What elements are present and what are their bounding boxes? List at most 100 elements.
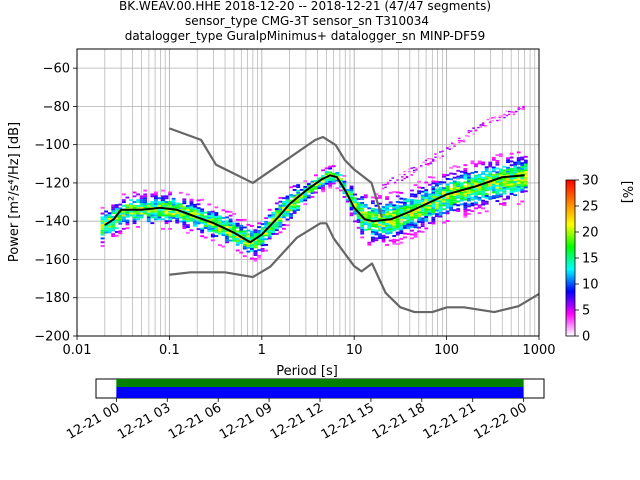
- density-cell: [157, 210, 162, 213]
- density-cell: [388, 205, 393, 208]
- density-cell: [335, 179, 340, 182]
- density-cell: [306, 196, 311, 199]
- density-cell: [488, 173, 493, 176]
- density-cell: [100, 231, 105, 234]
- density-cell: [420, 190, 425, 193]
- density-cell: [264, 222, 269, 225]
- density-cell: [477, 160, 482, 163]
- density-cell: [474, 178, 478, 181]
- density-cell: [424, 196, 429, 199]
- density-cell: [249, 236, 254, 239]
- density-cell: [310, 190, 315, 193]
- density-cell: [210, 212, 215, 215]
- density-cell: [370, 236, 375, 239]
- density-cell: [370, 230, 375, 233]
- density-cell: [467, 131, 471, 134]
- density-cell: [225, 224, 229, 227]
- density-cell: [360, 209, 365, 212]
- density-cell: [466, 190, 471, 192]
- density-cell: [431, 207, 436, 210]
- density-cell: [210, 224, 215, 226]
- density-cell: [111, 221, 116, 224]
- density-cell: [402, 207, 407, 210]
- density-cell: [392, 225, 397, 228]
- density-cell: [434, 194, 439, 197]
- density-cell: [520, 167, 525, 170]
- density-cell: [175, 213, 180, 216]
- density-cell: [217, 226, 222, 229]
- density-cell: [424, 198, 429, 201]
- density-cell: [506, 161, 510, 164]
- density-cell: [107, 225, 112, 228]
- density-cell: [360, 236, 365, 239]
- density-cell: [171, 213, 176, 216]
- density-cell: [100, 206, 105, 209]
- density-cell: [523, 165, 528, 168]
- density-cell: [515, 110, 518, 113]
- density-cell: [399, 191, 404, 194]
- density-cell: [185, 218, 190, 221]
- density-cell: [484, 185, 489, 188]
- density-cell: [153, 201, 158, 204]
- density-cell: [253, 257, 258, 260]
- density-cell: [495, 180, 500, 183]
- density-cell: [146, 203, 151, 205]
- density-cell: [264, 232, 269, 235]
- density-cell: [207, 214, 212, 217]
- density-cell: [346, 190, 350, 193]
- density-cell: [214, 214, 219, 216]
- density-cell: [395, 224, 400, 226]
- density-cell: [477, 179, 482, 182]
- density-cell: [452, 186, 457, 189]
- density-cell: [282, 204, 286, 207]
- density-cell: [360, 203, 365, 206]
- density-cell: [143, 203, 148, 205]
- density-cell: [260, 234, 265, 237]
- density-cell: [474, 190, 478, 193]
- density-cell: [410, 201, 414, 203]
- density-cell: [413, 235, 418, 238]
- density-cell: [456, 196, 461, 199]
- density-cell: [388, 230, 393, 233]
- density-cell: [207, 218, 212, 221]
- density-cell: [246, 250, 251, 253]
- colorbar-gradient: [565, 179, 576, 337]
- density-cell: [495, 190, 500, 193]
- density-cell: [431, 205, 436, 208]
- density-cell: [488, 188, 493, 191]
- density-cell: [424, 219, 429, 222]
- density-cell: [164, 220, 169, 223]
- density-cell: [495, 154, 500, 157]
- density-cell: [260, 248, 265, 250]
- density-cell: [207, 211, 212, 214]
- density-cell: [488, 165, 493, 168]
- density-cell: [438, 204, 443, 207]
- density-cell: [185, 226, 190, 229]
- density-cell: [271, 223, 276, 226]
- density-cell: [136, 204, 141, 207]
- density-cell: [353, 212, 358, 215]
- density-cell: [417, 199, 422, 202]
- density-cell: [210, 216, 215, 219]
- density-cell: [439, 157, 442, 159]
- density-cell: [477, 191, 482, 194]
- density-cell: [463, 204, 468, 207]
- density-cell: [410, 222, 414, 224]
- density-cell: [285, 218, 290, 221]
- density-cell: [459, 188, 464, 190]
- density-cell: [356, 219, 361, 222]
- density-cell: [495, 161, 500, 164]
- density-cell: [498, 114, 501, 117]
- density-cell: [274, 219, 279, 222]
- density-cell: [402, 217, 407, 220]
- density-cell: [463, 173, 468, 176]
- density-cell: [331, 172, 336, 175]
- density-cell: [491, 158, 496, 161]
- density-cell: [296, 207, 301, 210]
- density-cell: [466, 209, 471, 212]
- density-cell: [321, 188, 325, 191]
- density-cell: [452, 172, 457, 175]
- density-cell: [399, 237, 404, 240]
- density-cell: [477, 206, 482, 209]
- density-cell: [470, 210, 475, 213]
